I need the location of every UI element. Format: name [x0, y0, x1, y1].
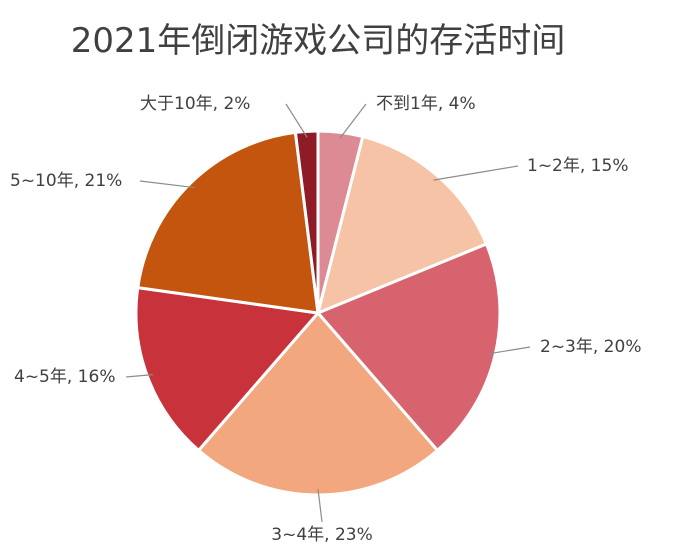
slice-label: 不到1年, 4% — [376, 94, 476, 114]
slice-label: 1~2年, 15% — [527, 156, 628, 176]
leader-line — [433, 165, 519, 181]
pie-slice — [315, 134, 489, 316]
leader-line — [317, 488, 323, 523]
slice-labels: 不到1年, 4% 1~2年, 15% 2~3年, 20% 3~4年, 23% 4~5年,… — [10, 94, 641, 545]
pie-slices — [134, 129, 502, 497]
slice-label: 3~4年, 23% — [271, 525, 372, 545]
leader-line — [489, 346, 531, 355]
pie-slice — [315, 242, 502, 453]
pie-slice — [136, 130, 320, 315]
leader-line — [139, 180, 195, 189]
pie-slice — [134, 285, 321, 453]
pie-slice — [293, 129, 320, 314]
leader-line — [285, 103, 308, 138]
chart-title: 2021年倒闭游戏公司的存活时间 — [71, 21, 566, 61]
slice-label: 5~10年, 21% — [10, 171, 122, 191]
leader-line — [125, 374, 154, 378]
slice-label: 4~5年, 16% — [14, 367, 115, 387]
slice-label: 2~3年, 20% — [540, 337, 641, 357]
leader-line — [339, 103, 367, 139]
leader-lines — [125, 103, 531, 523]
pie-slice — [196, 310, 440, 497]
slice-label: 大于10年, 2% — [140, 94, 250, 114]
